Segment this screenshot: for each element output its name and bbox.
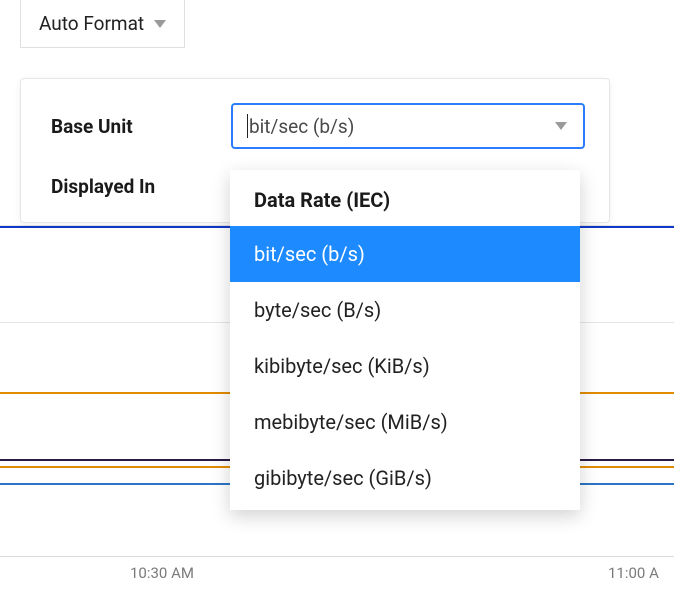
chevron-down-icon [154,20,166,28]
gridline [0,556,674,557]
dropdown-option[interactable]: mebibyte/sec (MiB/s) [230,394,580,450]
dropdown-option[interactable]: kibibyte/sec (KiB/s) [230,338,580,394]
base-unit-row: Base Unit bit/sec (b/s) [51,103,585,149]
dropdown-option[interactable]: bit/sec (b/s) [230,226,580,282]
unit-dropdown-menu: Data Rate (IEC)bit/sec (b/s)byte/sec (B/… [230,170,580,510]
text-cursor [247,114,248,138]
auto-format-dropdown[interactable]: Auto Format [21,0,184,47]
dropdown-option[interactable]: byte/sec (B/s) [230,282,580,338]
dropdown-option[interactable]: gibibyte/sec (GiB/s) [230,450,580,506]
displayed-in-label: Displayed In [51,175,231,198]
x-axis-tick-label: 11:00 A [608,564,659,582]
base-unit-label: Base Unit [51,115,231,138]
chevron-down-icon [555,122,567,130]
dropdown-group-header: Data Rate (IEC) [230,170,580,226]
base-unit-value: bit/sec (b/s) [249,115,354,138]
auto-format-label: Auto Format [39,12,144,35]
base-unit-select[interactable]: bit/sec (b/s) [231,103,585,149]
x-axis-tick-label: 10:30 AM [130,564,194,582]
format-toolbar: Auto Format [20,0,185,48]
